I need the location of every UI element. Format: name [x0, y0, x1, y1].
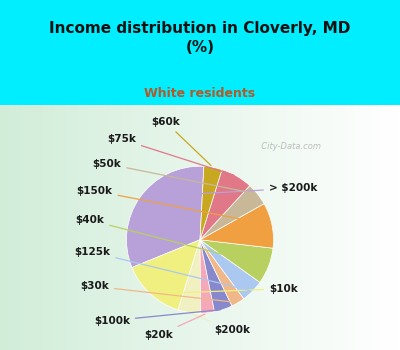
- Wedge shape: [200, 240, 232, 312]
- Text: $200k: $200k: [192, 314, 250, 335]
- Wedge shape: [132, 240, 200, 310]
- Text: $125k: $125k: [74, 247, 250, 290]
- Text: $10k: $10k: [153, 284, 298, 294]
- Wedge shape: [200, 240, 244, 306]
- Wedge shape: [200, 240, 273, 282]
- Wedge shape: [200, 204, 274, 248]
- Text: > $200k: > $200k: [143, 183, 317, 197]
- Text: $30k: $30k: [80, 281, 235, 302]
- Wedge shape: [200, 240, 214, 313]
- Text: $100k: $100k: [94, 310, 221, 326]
- Text: $50k: $50k: [92, 159, 255, 194]
- Wedge shape: [200, 166, 222, 240]
- Text: $150k: $150k: [77, 186, 269, 225]
- Wedge shape: [200, 170, 250, 240]
- Text: White residents: White residents: [144, 87, 256, 100]
- Text: $60k: $60k: [151, 117, 211, 166]
- Text: City-Data.com: City-Data.com: [256, 142, 321, 151]
- Wedge shape: [126, 166, 204, 267]
- Text: Income distribution in Cloverly, MD
(%): Income distribution in Cloverly, MD (%): [49, 21, 351, 55]
- Text: $20k: $20k: [144, 314, 205, 340]
- Wedge shape: [200, 186, 264, 240]
- Text: $40k: $40k: [75, 215, 266, 265]
- Wedge shape: [200, 240, 260, 299]
- Wedge shape: [178, 240, 201, 313]
- Text: $75k: $75k: [107, 134, 234, 175]
